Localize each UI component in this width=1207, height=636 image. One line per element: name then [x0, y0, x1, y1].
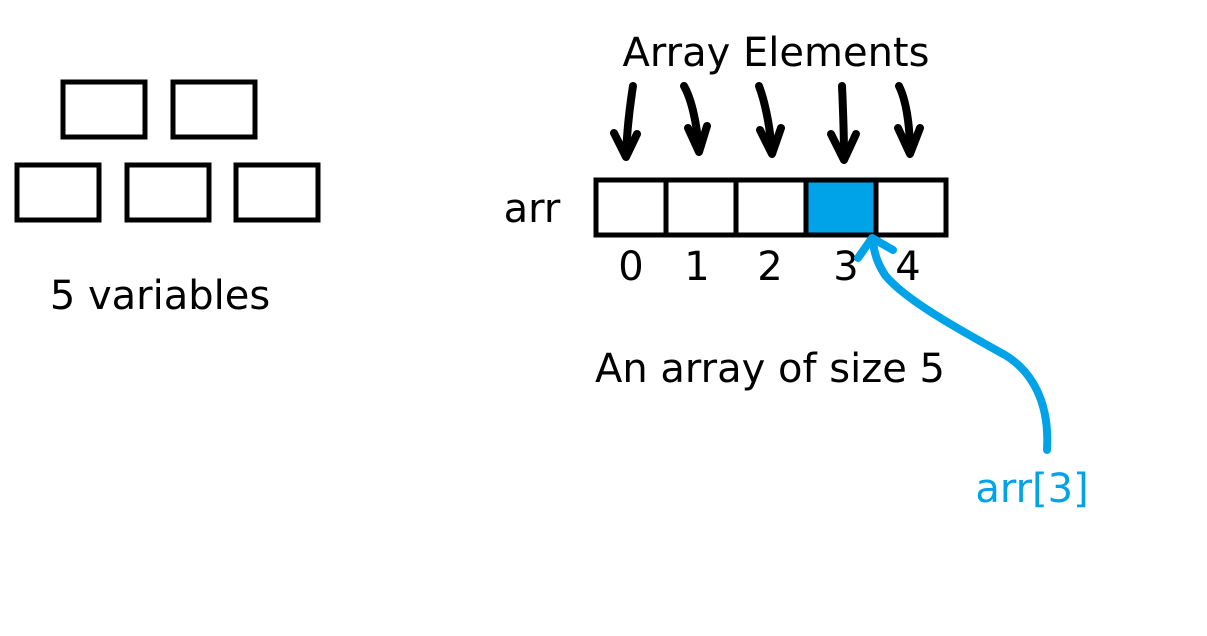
arrow-down-icon: [610, 82, 641, 161]
arrow-down-icon: [680, 82, 711, 156]
array-cell: [663, 177, 739, 238]
variable-box: [14, 162, 102, 223]
index-label: 0: [618, 244, 643, 290]
array-access-label: arr[3]: [975, 466, 1088, 512]
variable-box: [233, 162, 321, 223]
variable-box: [124, 162, 212, 223]
variable-box: [170, 79, 258, 140]
index-label: 2: [757, 244, 782, 290]
variables-group: 5 variables: [14, 79, 321, 319]
array-cell: [733, 177, 809, 238]
variables-caption: 5 variables: [50, 273, 270, 319]
element-arrows: [610, 82, 924, 164]
arrow-down-icon: [755, 82, 785, 158]
index-label: 4: [895, 244, 920, 290]
arrow-down-icon: [894, 82, 924, 158]
array-name-label: arr: [504, 186, 561, 232]
array-cells: [593, 177, 949, 238]
array-cell: [593, 177, 669, 238]
arrow-down-icon: [827, 82, 860, 164]
array-cell: [873, 177, 949, 238]
array-elements-title: Array Elements: [623, 30, 930, 76]
index-labels: 0 1 2 3 4: [618, 244, 920, 290]
index-label: 3: [833, 244, 858, 290]
array-caption: An array of size 5: [595, 346, 945, 392]
variable-box: [60, 79, 148, 140]
pointer-arrow-icon: [854, 234, 1052, 454]
array-cell-highlighted: [803, 177, 879, 238]
index-label: 1: [684, 244, 709, 290]
